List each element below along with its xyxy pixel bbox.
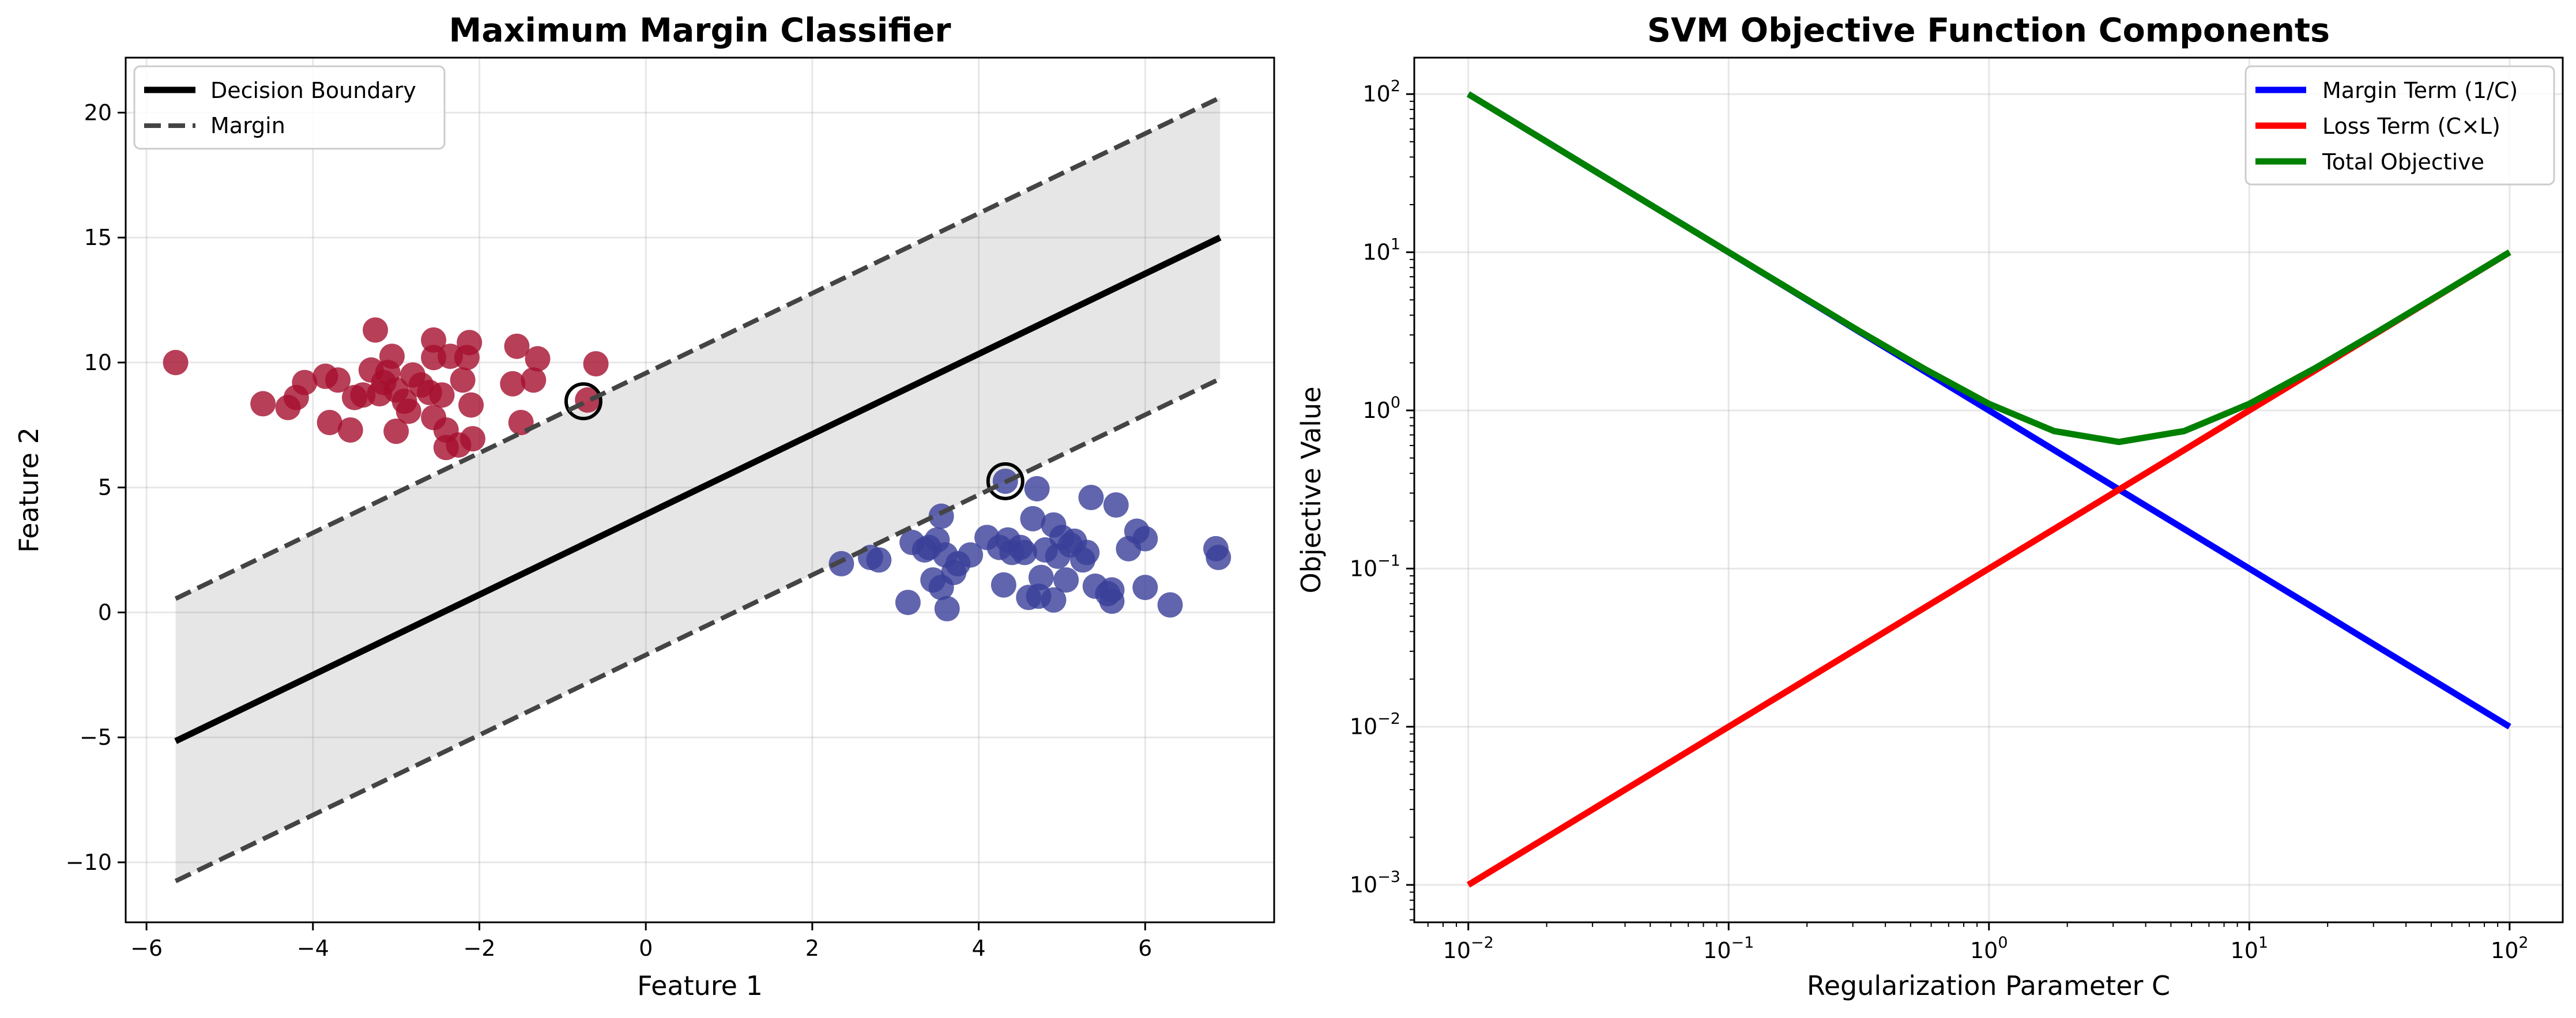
class-b-point bbox=[1157, 592, 1183, 618]
y-tick-label: 10−3 bbox=[1350, 868, 1400, 898]
class-b-point bbox=[1053, 567, 1079, 593]
class-a-point bbox=[396, 398, 421, 424]
x-tick-label: −6 bbox=[130, 936, 163, 961]
class-a-point bbox=[292, 370, 318, 395]
y-tick-label: 10−2 bbox=[1350, 710, 1400, 740]
x-tick-label: 2 bbox=[805, 936, 819, 961]
class-a-point bbox=[250, 391, 276, 417]
left-ticks: −6 −4 −2 0 2 4 6 −10 −5 0 5 10 15 20 bbox=[66, 100, 1153, 961]
legend-label-decision-boundary: Decision Boundary bbox=[210, 78, 416, 103]
class-a-point bbox=[583, 351, 609, 377]
y-tick-label: 100 bbox=[1362, 394, 1400, 423]
class-a-point bbox=[458, 392, 484, 418]
y-tick-label: 10−1 bbox=[1350, 552, 1400, 581]
support-vectors bbox=[564, 382, 1025, 500]
class-a-point bbox=[383, 418, 409, 444]
x-tick-label: 0 bbox=[639, 936, 653, 961]
class-a-point bbox=[500, 371, 526, 397]
x-tick-label: 100 bbox=[1970, 934, 2008, 963]
class-b-point bbox=[934, 595, 960, 621]
right-chart-title: SVM Objective Function Components bbox=[1647, 12, 2330, 50]
legend-label-margin: Margin bbox=[210, 113, 285, 138]
class-a-point bbox=[363, 317, 389, 343]
x-tick-label: 4 bbox=[971, 936, 985, 961]
class-b-point bbox=[991, 572, 1016, 598]
class-a-point bbox=[457, 330, 483, 356]
class-b-point bbox=[1074, 540, 1100, 565]
left-x-axis-label: Feature 1 bbox=[637, 970, 763, 1001]
left-chart-title: Maximum Margin Classifier bbox=[449, 12, 951, 50]
series-line-total-objective bbox=[1466, 91, 2511, 446]
class-b-point bbox=[1078, 485, 1104, 511]
class-b-point bbox=[1206, 545, 1231, 571]
y-tick-label: −10 bbox=[66, 850, 112, 875]
class-b-point bbox=[1041, 587, 1067, 613]
class-b-point bbox=[1028, 564, 1054, 590]
legend-label-total-objective: Total Objective bbox=[2322, 149, 2484, 175]
class-a-point bbox=[450, 367, 476, 393]
class-b-point bbox=[1099, 588, 1125, 614]
x-tick-label: −4 bbox=[297, 936, 329, 961]
class-a-point bbox=[421, 327, 447, 353]
class-b-point bbox=[828, 551, 854, 576]
class-b-point bbox=[1011, 540, 1037, 565]
y-tick-label: −5 bbox=[80, 725, 112, 750]
legend-label-margin-term: Margin Term (1/C) bbox=[2322, 78, 2518, 103]
class-b-point bbox=[1020, 506, 1046, 531]
right-legend-frame bbox=[2244, 65, 2555, 186]
right-gridlines bbox=[1414, 58, 2563, 922]
right-ticks: 10−2 10−1 100 101 102 10−3 10−2 10−1 100 101 102 bbox=[1350, 77, 2529, 963]
right-axes-frame bbox=[1413, 56, 2564, 923]
class-b-point bbox=[958, 542, 984, 568]
left-axes-frame bbox=[125, 56, 1275, 923]
left-legend-frame bbox=[133, 65, 446, 150]
x-tick-label: 10−1 bbox=[1703, 934, 1754, 963]
class-b-point bbox=[866, 547, 892, 573]
y-tick-label: 10 bbox=[84, 350, 112, 375]
support-vector-ring bbox=[564, 382, 602, 421]
left-legend: Decision Boundary Margin bbox=[133, 65, 446, 150]
class-a-point bbox=[508, 409, 534, 435]
class-a-point bbox=[429, 382, 455, 408]
right-plot-background bbox=[1414, 58, 2563, 922]
class-a-point bbox=[379, 344, 405, 370]
y-tick-label: 15 bbox=[84, 225, 112, 250]
right-y-axis-label: Objective Value bbox=[1295, 386, 1327, 593]
class-a-point bbox=[325, 367, 351, 393]
y-tick-label: 5 bbox=[98, 475, 112, 500]
class-b-point bbox=[1024, 476, 1050, 502]
x-tick-label: 102 bbox=[2491, 934, 2529, 963]
class-b-point bbox=[1132, 575, 1158, 601]
class-a-point bbox=[525, 346, 551, 372]
right-x-axis-label: Regularization Parameter C bbox=[1807, 970, 2170, 1001]
right-legend: Margin Term (1/C) Loss Term (C×L) Total … bbox=[2244, 65, 2555, 186]
y-tick-label: 102 bbox=[1362, 77, 1400, 107]
left-chart: −6 −4 −2 0 2 4 6 −10 −5 0 5 10 15 20 Maximum Margin C… bbox=[13, 12, 1275, 1001]
y-tick-label: 0 bbox=[98, 600, 112, 625]
support-vector-ring bbox=[986, 462, 1025, 500]
legend-label-loss-term: Loss Term (C×L) bbox=[2322, 114, 2500, 139]
y-tick-label: 101 bbox=[1362, 236, 1400, 265]
class-a-point bbox=[317, 409, 342, 435]
decision-boundary-line bbox=[174, 235, 1222, 744]
left-y-axis-label: Feature 2 bbox=[13, 427, 44, 553]
class-a-point bbox=[504, 333, 530, 359]
y-tick-label: 20 bbox=[84, 100, 112, 125]
x-tick-label: −2 bbox=[463, 936, 495, 961]
right-chart: 10−2 10−1 100 101 102 10−3 10−2 10−1 100 101 102 S… bbox=[1295, 12, 2564, 1001]
class-b-point bbox=[895, 590, 921, 616]
class-a-point bbox=[460, 426, 485, 452]
class-a-point bbox=[163, 349, 189, 375]
class-a-point bbox=[337, 417, 363, 443]
class-a-point bbox=[521, 367, 547, 393]
x-tick-label: 10−2 bbox=[1443, 934, 1494, 963]
x-tick-label: 6 bbox=[1138, 936, 1152, 961]
class-b-point bbox=[1132, 526, 1158, 552]
x-tick-label: 101 bbox=[2231, 934, 2269, 963]
class-b-point bbox=[1103, 492, 1129, 518]
